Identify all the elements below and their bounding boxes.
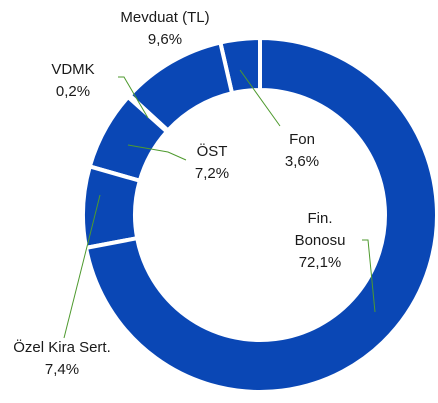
value-label: 9,6% <box>147 31 183 48</box>
leader-lines <box>63 69 376 339</box>
category-label: VDMK <box>51 61 95 78</box>
category-label: Özel Kira Sert. <box>13 339 111 356</box>
leader-line <box>118 76 149 119</box>
donut-segment <box>83 35 438 394</box>
value-label: 7,2% <box>194 165 230 182</box>
leader-line <box>362 239 376 313</box>
value-label: 3,6% <box>284 153 320 170</box>
value-label: 72,1% <box>298 254 342 271</box>
leader-line <box>127 144 187 161</box>
donut-segment <box>81 163 143 251</box>
donut-segment <box>126 40 235 134</box>
value-label: 7,4% <box>44 361 80 378</box>
category-label: ÖST <box>196 143 228 160</box>
leader-line <box>63 194 101 339</box>
leader-line <box>239 69 281 127</box>
category-label: Mevduat (TL) <box>120 9 210 26</box>
category-label: Fin. Bonosu <box>294 210 346 249</box>
category-label: Fon <box>289 131 315 148</box>
value-label: 0,2% <box>55 83 91 100</box>
